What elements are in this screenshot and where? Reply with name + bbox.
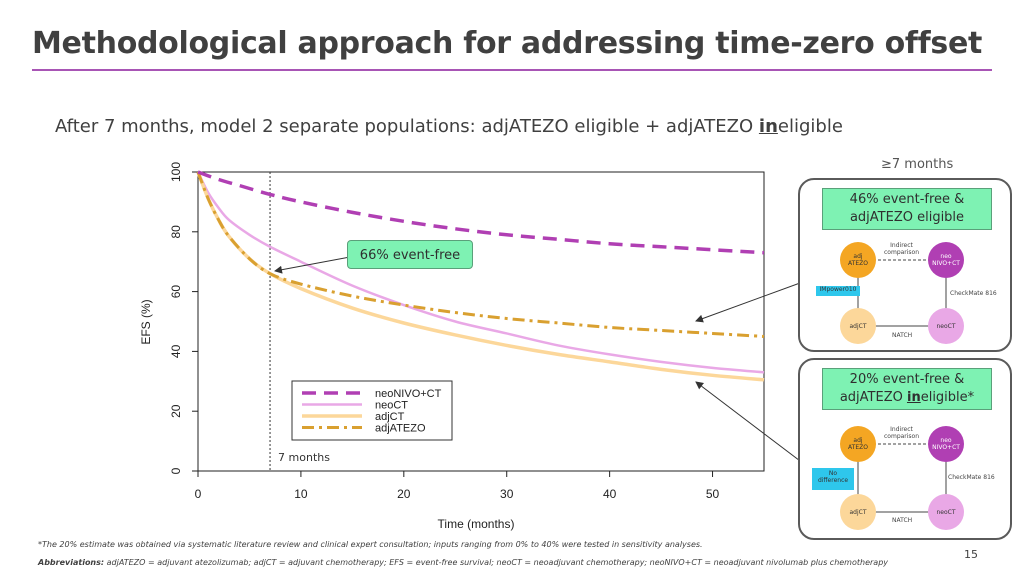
trial-natch-top: NATCH [892,332,913,339]
network-lines-top [857,259,947,327]
ineligible-network-panel: 20% event-free & adjATEZO ineligible* ad… [798,358,1012,540]
trial-impower010: IMpower010 [816,286,860,296]
network-lines-bottom [857,443,947,513]
y-tick-label: 100 [169,162,183,182]
x-tick-label: 30 [500,487,514,501]
event-free-66-callout: 66% event-free [347,240,473,269]
slide-title: Methodological approach for addressing t… [32,26,983,61]
x-tick-label: 10 [294,487,308,501]
series-neoct [196,171,765,374]
node-adjatezo-bottom: adj ATEZO [840,426,876,462]
node-adjct-top: adjCT [840,308,876,344]
subtitle-underlined: in [758,116,778,137]
indirect-comparison-top: Indirect comparison [884,242,920,256]
legend-label: neoCT [375,400,408,412]
arrow-66-event-free [274,256,351,274]
node-neoct-top: neoCT [928,308,964,344]
indirect-comparison-bottom: Indirect comparison [884,426,920,440]
abbreviations: Abbreviations: adjATEZO = adjuvant atezo… [38,558,888,567]
y-axis-label: EFS (%) [139,299,153,344]
trial-checkmate816-bottom: CheckMate 816 [948,474,995,481]
months-threshold-label: ≥7 months [881,157,954,172]
y-tick-label: 40 [169,344,183,358]
arrow-eligible [695,282,801,323]
trial-checkmate816-top: CheckMate 816 [950,290,997,297]
trial-natch-bottom: NATCH [892,517,913,524]
page-number: 15 [964,548,978,561]
slide-subtitle: After 7 months, model 2 separate populat… [55,116,843,137]
node-neonivo-bottom: neo NIVO+CT [928,426,964,462]
legend-label: adjATEZO [375,423,426,435]
title-underline [32,69,992,71]
eligible-box: 46% event-free & adjATEZO eligible [822,188,992,230]
y-tick-label: 20 [169,404,183,418]
footnote: *The 20% estimate was obtained via syste… [38,540,703,549]
subtitle-end: eligible [777,116,843,137]
x-tick-label: 50 [706,487,720,501]
node-adjatezo-top: adj ATEZO [840,242,876,278]
y-tick-label: 80 [169,225,183,239]
eligible-network-panel: 46% event-free & adjATEZO eligible adj A… [798,178,1012,352]
ineligible-line2-pre: adjATEZO [839,390,907,405]
x-tick-label: 20 [397,487,411,501]
x-tick-label: 40 [603,487,617,501]
legend-label: neoNIVO+CT [375,388,442,400]
series-adjatezo [196,171,765,338]
eligible-box-line1: 46% event-free & [849,192,965,207]
node-adjct-bottom: adjCT [840,494,876,530]
x-tick-label: 0 [195,487,202,501]
node-neoct-bottom: neoCT [928,494,964,530]
ineligible-box-line1: 20% event-free & [849,372,965,387]
subtitle-text: After 7 months, model 2 separate populat… [55,116,759,137]
abbreviations-label: Abbreviations: [38,558,105,567]
y-tick-label: 0 [169,467,183,474]
ineligible-line2-und: in [906,390,921,405]
ineligible-box: 20% event-free & adjATEZO ineligible* [822,368,992,410]
plot-frame [197,171,765,472]
abbreviations-text: adjATEZO = adjuvant atezolizumab; adjCT … [104,558,889,567]
legend-label: adjCT [375,411,405,423]
arrow-ineligible [695,381,813,471]
y-tick-label: 60 [169,285,183,299]
series-neonivo-ct [197,170,765,255]
trial-no-difference: No difference [812,468,854,490]
seven-months-label: 7 months [278,451,330,464]
series-adjct [196,171,765,382]
ineligible-box-line2: adjATEZO ineligible* [823,389,991,407]
node-neonivo-top: neo NIVO+CT [928,242,964,278]
legend-box [291,380,453,441]
x-axis-label: Time (months) [438,517,515,531]
eligible-box-line2: adjATEZO eligible [849,210,965,225]
ineligible-line2-post: eligible* [920,390,975,405]
